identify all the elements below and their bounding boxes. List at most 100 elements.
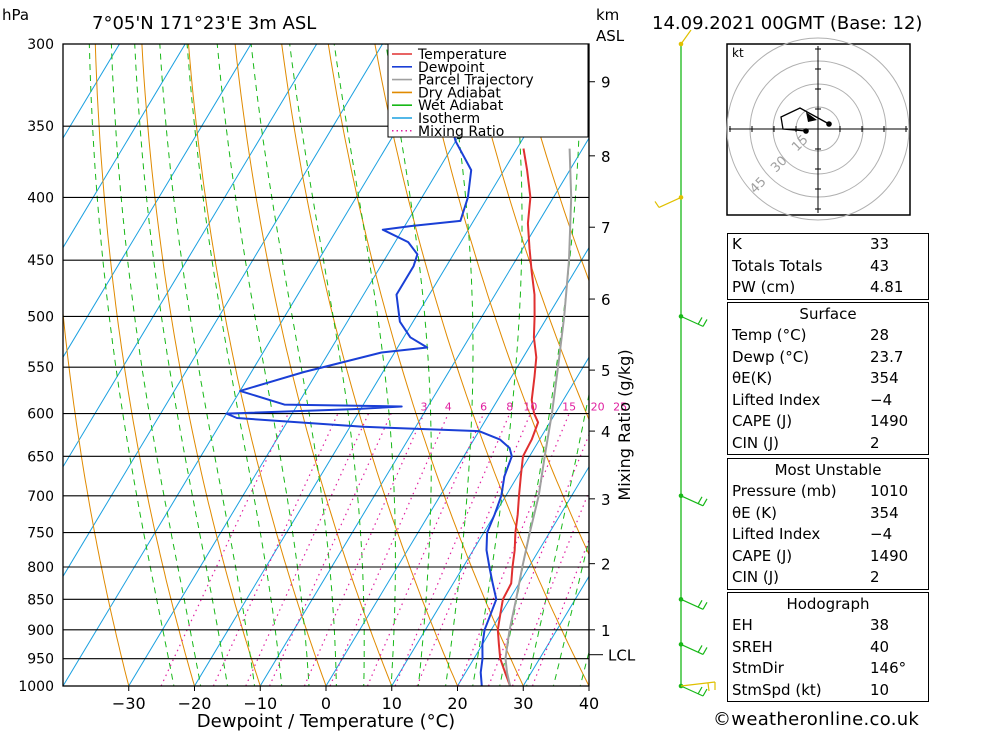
- x-axis-label: Dewpoint / Temperature (°C): [197, 711, 455, 732]
- pressure-tick-label: 500: [27, 309, 54, 325]
- mixing-ratio-label: 10: [523, 401, 537, 414]
- mixing-ratio-label: 25: [613, 401, 627, 414]
- temp-tick-label: −30: [112, 694, 146, 713]
- temp-tick-label: −10: [243, 694, 277, 713]
- pressure-tick-label: 750: [27, 526, 54, 542]
- param-row: Lifted Index −4: [728, 390, 928, 412]
- param-value: 354: [870, 369, 899, 387]
- legend-entry: Parcel Trajectory: [418, 73, 534, 89]
- param-row: Pressure (mb) 1010: [728, 481, 928, 503]
- mixing-ratio-label: 3: [421, 401, 428, 414]
- param-label: StmSpd (kt): [732, 680, 822, 699]
- param-row: CIN (J) 2: [728, 567, 928, 589]
- km-tick-label: 5: [601, 362, 611, 380]
- legend-entry: Wet Adiabat: [418, 98, 504, 114]
- pressure-tick-label: 350: [27, 119, 54, 135]
- param-label: CAPE (J): [732, 546, 793, 565]
- param-value: 28: [870, 326, 890, 344]
- copyright-link[interactable]: ©weatheronline.co.uk: [713, 709, 920, 730]
- wet-adiabat-line: [333, 44, 396, 686]
- param-label: Lifted Index: [732, 525, 821, 543]
- wet-adiabat-line: [134, 44, 229, 686]
- param-value: 4.81: [870, 278, 904, 296]
- param-label: CAPE (J): [732, 412, 793, 430]
- wind-barb: [680, 315, 708, 327]
- km-tick-label: 8: [601, 148, 611, 166]
- mixing-ratio-label: 20: [591, 401, 605, 414]
- hodograph-params-panel: Hodograph EH 38 SREH 40 StmDir 146° StmSpd (kt…: [727, 592, 929, 702]
- pressure-tick-label: 550: [27, 360, 54, 376]
- param-row: EH 38: [728, 615, 928, 637]
- wind-barb: [680, 29, 692, 45]
- param-row: StmSpd (kt) 10: [728, 680, 928, 702]
- wind-barb: [680, 643, 708, 655]
- legend-box: [387, 43, 589, 138]
- hodograph-point: [826, 121, 832, 127]
- pressure-tick-label: 1000: [18, 679, 54, 695]
- pressure-tick-label: 800: [27, 560, 54, 576]
- hodograph-unit: kt: [732, 46, 744, 60]
- param-label: Temp (°C): [732, 326, 807, 344]
- param-label: Dewp (°C): [732, 347, 810, 366]
- param-row: SREH 40: [728, 637, 928, 659]
- mixing-ratio-label: 15: [562, 401, 576, 414]
- temp-tick-label: 20: [447, 694, 467, 713]
- mixing-ratio-line: [212, 413, 339, 686]
- isotherm-line: [63, 44, 186, 249]
- mixing-ratio-line: [269, 413, 392, 686]
- asl-unit-label: ASL: [596, 27, 625, 45]
- mixing-ratio-line: [457, 413, 570, 686]
- param-row: CIN (J) 2: [728, 433, 928, 455]
- mixing-ratio-line: [245, 413, 370, 686]
- param-value: 43: [870, 256, 890, 275]
- location-title: 7°05'N 171°23'E 3m ASL: [92, 13, 316, 34]
- param-value: 1490: [870, 546, 909, 565]
- datetime-title: 14.09.2021 00GMT (Base: 12): [652, 13, 922, 34]
- param-value: 1010: [870, 482, 909, 500]
- param-row: θE(K) 354: [728, 368, 928, 390]
- dry-adiabat-line: [514, 44, 589, 283]
- mixing-ratio-label: 8: [506, 401, 513, 414]
- temp-tick-label: 10: [382, 694, 402, 713]
- wind-barb: [680, 685, 708, 697]
- parcel-trajectory-line: [504, 148, 573, 686]
- param-value: 2: [870, 433, 880, 452]
- km-tick-label: 9: [601, 74, 611, 92]
- mixing-ratio-line: [329, 413, 449, 686]
- isotherm-line: [325, 246, 589, 686]
- param-label: EH: [732, 616, 753, 634]
- param-row: Totals Totals 43: [728, 256, 928, 278]
- param-row: Dewp (°C) 23.7: [728, 347, 928, 369]
- param-label: SREH: [732, 637, 773, 656]
- wet-adiabat-line: [88, 44, 175, 686]
- surface-title: Surface: [799, 305, 857, 323]
- storm-motion-arrow: [806, 112, 817, 122]
- param-row: θE (K) 354: [728, 503, 928, 525]
- most-unstable-title: Most Unstable: [774, 461, 882, 479]
- mixing-ratio-line: [416, 413, 531, 686]
- mixing-ratio-line: [366, 413, 485, 686]
- surface-wind-barb: [680, 681, 716, 692]
- mixing-ratio-line: [394, 413, 511, 686]
- param-value: 10: [870, 680, 890, 699]
- param-label: Pressure (mb): [732, 482, 837, 500]
- param-value: 33: [870, 235, 890, 253]
- km-tick-label: 6: [601, 291, 611, 309]
- param-label: CIN (J): [732, 433, 780, 452]
- surface-panel: Surface Temp (°C) 28 Dewp (°C) 23.7 θE(K) 354…: [727, 302, 929, 455]
- chart-axes: 3 4 6 8 10 15 20 25 −30 −20 −10 0 10 20 30 40 1 2 3 4 5 6 7 8 9 L…: [112, 74, 636, 713]
- pressure-tick-label: 650: [27, 449, 54, 465]
- dry-adiabat-line: [934, 0, 1000, 712]
- isotherm-line: [63, 44, 318, 468]
- pressure-tick-label: 900: [27, 623, 54, 639]
- mixing-ratio-line: [160, 413, 289, 686]
- pressure-tick-label: 600: [27, 407, 54, 423]
- param-label: θE (K): [732, 503, 777, 522]
- wind-barb: [680, 495, 708, 507]
- hodograph-trace: [780, 107, 830, 132]
- param-label: PW (cm): [732, 278, 796, 296]
- hodograph-ring: [726, 37, 910, 221]
- temp-tick-label: −20: [178, 694, 212, 713]
- mixing-ratio-label: 4: [445, 401, 452, 414]
- mixing-ratio-line: [487, 433, 589, 686]
